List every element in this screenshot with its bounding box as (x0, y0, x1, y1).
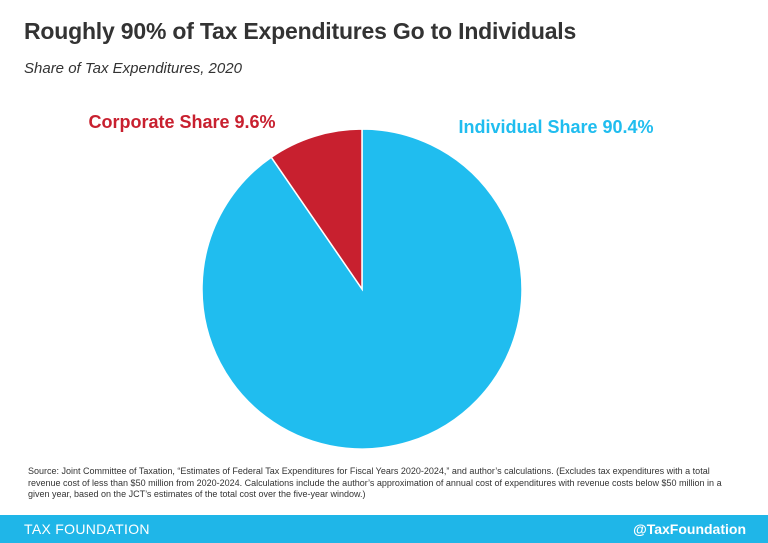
footer-handle: @TaxFoundation (633, 521, 746, 537)
source-note: Source: Joint Committee of Taxation, “Es… (28, 466, 722, 499)
pie-slices (201, 128, 523, 450)
footer-brand: TAX FOUNDATION (24, 521, 150, 537)
pie-label-individual-share: Individual Share 90.4% (458, 117, 653, 137)
chart-title: Roughly 90% of Tax Expenditures Go to In… (24, 18, 577, 44)
pie-slice-corporate-share (270, 128, 363, 292)
footer-bar: TAX FOUNDATION @TaxFoundation (0, 515, 768, 543)
chart-subtitle: Share of Tax Expenditures, 2020 (24, 60, 242, 77)
pie-chart: Individual Share 90.4% Corporate Share 9.… (88, 112, 654, 450)
pie-labels: Individual Share 90.4% Corporate Share 9.… (88, 112, 653, 137)
pie-label-corporate-share: Corporate Share 9.6% (88, 112, 275, 132)
